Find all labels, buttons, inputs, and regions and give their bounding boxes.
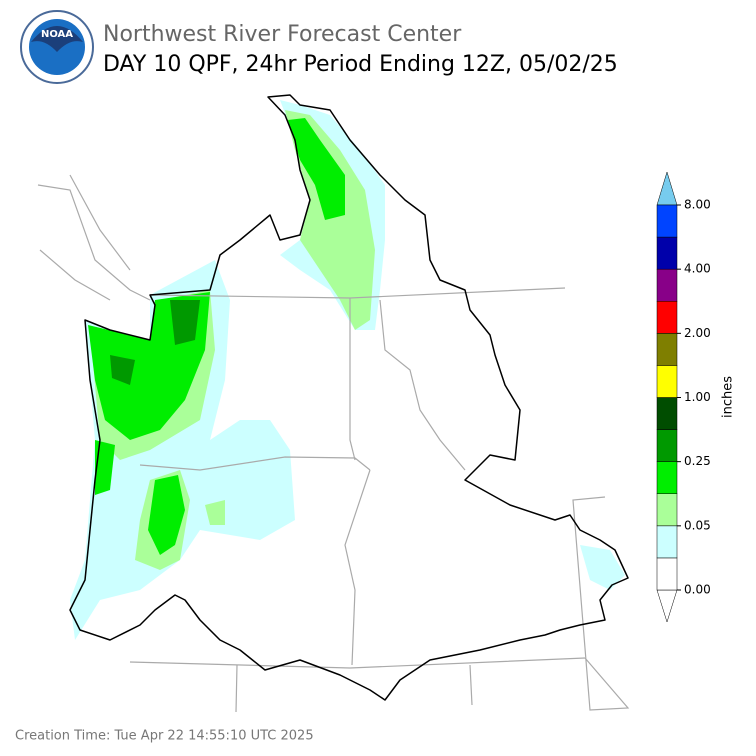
colorbar-segment <box>656 461 678 494</box>
state-line <box>129 657 586 669</box>
colorbar-segment <box>656 397 678 430</box>
colorbar-segment <box>656 429 678 462</box>
colorbar-label: inches <box>721 376 736 418</box>
colorbar-segment <box>656 236 678 270</box>
map <box>37 94 630 713</box>
colorbar-segments <box>656 204 678 591</box>
coastline <box>37 174 151 301</box>
basin-outline <box>69 94 629 701</box>
colorbar-tick-label: 8.00 <box>684 198 711 212</box>
precip-area <box>148 475 185 555</box>
colorbar-segment <box>656 365 678 398</box>
precip-area <box>110 355 135 385</box>
state-lines <box>37 174 630 713</box>
colorbar-segment <box>656 204 678 238</box>
colorbar-tick-label: 2.00 <box>684 326 711 340</box>
colorbar-tick-label: 1.00 <box>684 390 711 404</box>
state-line <box>349 298 356 461</box>
precip-area <box>170 300 200 345</box>
colorbar-segment <box>656 525 678 559</box>
precip-area <box>95 440 115 495</box>
precip-heavier <box>110 300 200 385</box>
colorbar-segment <box>656 557 678 591</box>
colorbar-tick-label: 0.00 <box>684 583 711 597</box>
colorbar-segment <box>656 301 678 334</box>
logo-text: NOAA <box>41 29 73 40</box>
precip-area <box>288 118 345 220</box>
logo: NOAA <box>20 10 94 84</box>
colorbar-tick-label: 4.00 <box>684 262 711 276</box>
state-line <box>344 469 371 666</box>
title: Northwest River Forecast Center <box>103 22 462 47</box>
precip-area <box>205 500 225 525</box>
colorbar-tick-label: 0.25 <box>684 454 711 468</box>
precip-area <box>580 545 625 590</box>
colorbar-tick-label: 0.05 <box>684 518 711 532</box>
state-line <box>379 299 466 471</box>
state-line <box>139 456 371 471</box>
colorbar-segment <box>656 333 678 366</box>
colorbar <box>656 171 678 623</box>
state-line <box>235 496 630 713</box>
creation-time: Creation Time: Tue Apr 22 14:55:10 UTC 2… <box>15 729 314 744</box>
colorbar-segment <box>656 268 678 302</box>
colorbar-ticks: 0.00 0.05 0.25 1.00 2.00 4.00 8.00 <box>677 198 711 597</box>
logo-bird <box>31 26 83 52</box>
subtitle: DAY 10 QPF, 24hr Period Ending 12Z, 05/0… <box>103 52 618 77</box>
colorbar-segment <box>656 493 678 527</box>
